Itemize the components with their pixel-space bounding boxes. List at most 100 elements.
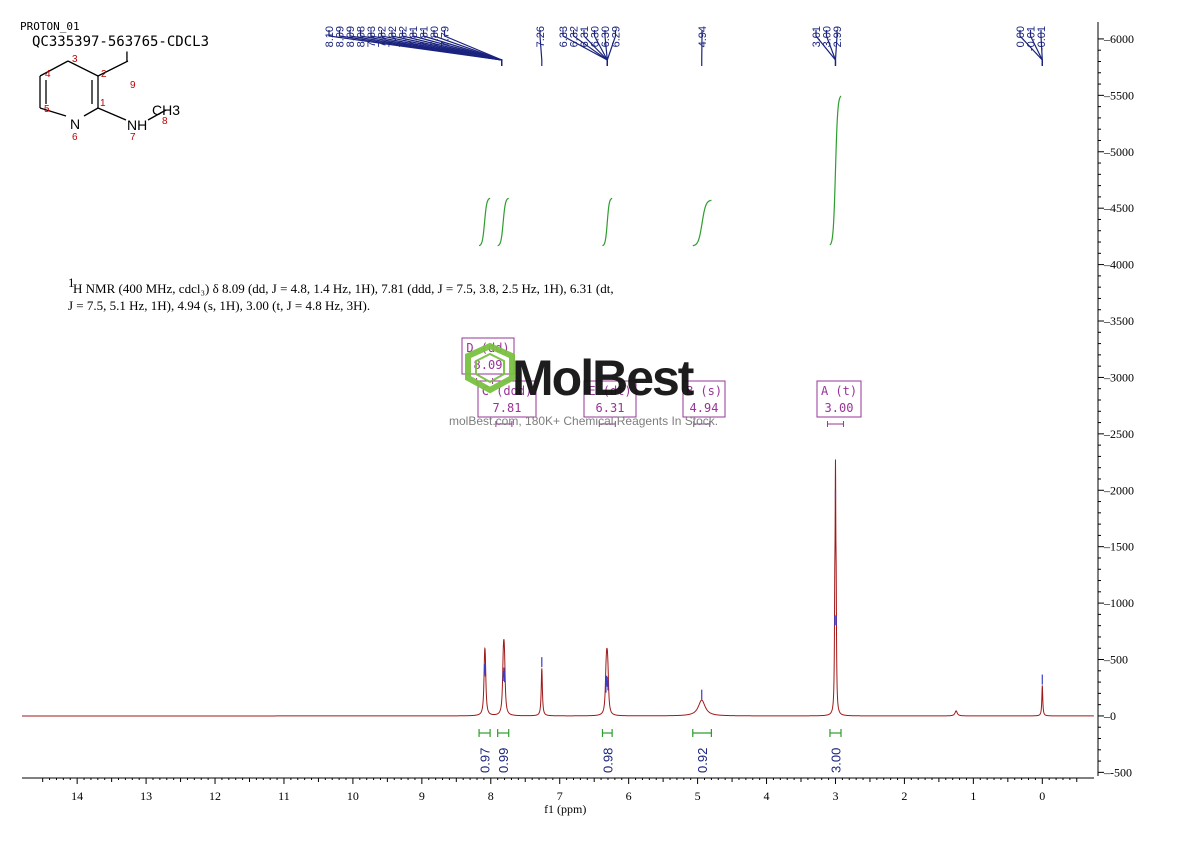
x-tick-label: 11 — [278, 789, 290, 803]
x-tick-label: 13 — [140, 789, 152, 803]
peak-label-leader — [606, 30, 617, 66]
watermark-logo-text: MolBest — [512, 350, 695, 406]
x-tick-label: 2 — [901, 789, 907, 803]
atom-number-1: 1 — [100, 98, 106, 109]
x-tick-label: 4 — [764, 789, 770, 803]
multiplet-shift: 3.00 — [825, 401, 854, 415]
watermark-tagline: molBest.com, 180K+ Chemical Reagents In … — [449, 414, 718, 428]
x-tick-label: 3 — [832, 789, 838, 803]
peak-label: 6.30 — [600, 26, 612, 47]
x-tick-label: 10 — [347, 789, 359, 803]
integral-value: 0.98 — [600, 748, 615, 773]
bond-nh-ch3 — [147, 109, 167, 121]
description-superscript: 1 — [68, 275, 75, 290]
integral-bracket-group: 0.92 — [692, 729, 712, 773]
integral-bracket-group: 0.97 — [478, 729, 493, 773]
peak-label-groups: 8.108.098.098.087.837.827.827.827.817.81… — [324, 26, 1048, 66]
multiplet-label: B (s) — [686, 384, 722, 398]
bond-c2-i — [97, 60, 129, 77]
bond-c4-c3 — [39, 60, 69, 77]
atom-number-8: 8 — [162, 116, 168, 127]
multiplet-box-frame — [816, 380, 862, 418]
description-line-1: H NMR (400 MHz, cdcl₃) δ 8.09 (dd, J = 4… — [73, 281, 614, 296]
integral-bracket-group: 3.00 — [828, 729, 843, 773]
peak-label-group: 6.336.326.316.306.306.29 — [558, 26, 623, 66]
peak-label-group: 0.00-0.01-0.01 — [1015, 26, 1048, 66]
x-tick-label: 0 — [1039, 789, 1045, 803]
peak-label-group: 4.94 — [697, 26, 709, 66]
multiplet-box: B (s) 4.94 — [682, 380, 726, 427]
hexagon-logo-icon — [465, 342, 515, 394]
peak-label-leader — [834, 30, 838, 66]
multiplet-shift: 4.94 — [690, 401, 719, 415]
atom-number-2: 2 — [101, 69, 107, 80]
watermark: MolBest molBest.com, 180K+ Chemical Reag… — [449, 342, 718, 428]
multiplet-shift: 6.31 — [596, 401, 625, 415]
molecule-structure: N NH CH3 I 1 2 3 4 5 6 7 8 9 — [39, 48, 180, 143]
atom-number-9: 9 — [130, 80, 136, 91]
y-tick-label: –3000 — [1103, 370, 1134, 384]
x-axis-label: f1 (ppm) — [544, 802, 586, 816]
multiplet-box-frame — [583, 380, 637, 418]
y-tick-label: –2500 — [1103, 427, 1134, 441]
axes: 14 13 12 11 10 9 8 7 6 5 4 3 2 1 0f1 (ppm)–-500–0–500–… — [22, 22, 1134, 816]
peak-label: 2.99 — [832, 26, 844, 47]
integral-curve — [692, 199, 712, 247]
integral-curves — [478, 95, 842, 247]
atom-number-4: 4 — [45, 69, 51, 80]
peak-markers — [483, 489, 1043, 700]
y-tick-label: –2000 — [1103, 483, 1134, 497]
integral-curve — [602, 197, 613, 247]
atom-number-3: 3 — [72, 54, 78, 65]
multiplet-box: A (t) 3.00 — [816, 380, 862, 427]
y-tick-label: –1500 — [1103, 540, 1134, 554]
sample-name: QC335397-563765-CDCL3 — [32, 34, 209, 50]
integral-brackets: 0.97 0.99 0.98 0.92 3.00 — [478, 729, 843, 773]
bond-n6-c5 — [39, 107, 67, 117]
integral-bracket-group: 0.98 — [600, 729, 615, 773]
y-tick-label: –4000 — [1103, 258, 1134, 272]
x-tick-label: 9 — [419, 789, 425, 803]
peak-label-leader — [443, 30, 503, 66]
integral-value: 0.92 — [695, 748, 710, 773]
multiplet-box-frame — [682, 380, 726, 418]
atom-number-6: 6 — [72, 132, 78, 143]
y-tick-label: –6000 — [1103, 32, 1134, 46]
multiplet-label: A (t) — [821, 384, 857, 398]
peak-label: 7.26 — [535, 26, 547, 47]
atom-number-5: 5 — [44, 104, 50, 115]
y-tick-label: –-500 — [1103, 765, 1132, 779]
atom-n: N — [70, 116, 80, 132]
x-tick-label: 14 — [71, 789, 83, 803]
y-tick-label: –500 — [1103, 653, 1128, 667]
multiplet-shift: 7.81 — [493, 401, 522, 415]
y-tick-label: –0 — [1103, 709, 1116, 723]
bond-c3-c2 — [67, 60, 99, 77]
y-tick-label: –5500 — [1103, 88, 1134, 102]
integral-value: 0.97 — [478, 748, 493, 773]
bond-c1-n6 — [83, 107, 99, 117]
y-tick-label: –3500 — [1103, 314, 1134, 328]
x-tick-label: 1 — [970, 789, 976, 803]
atom-nh: NH — [127, 117, 147, 133]
spectrum-line — [22, 459, 1094, 717]
x-tick-label: 7 — [557, 789, 563, 803]
y-tick-label: –1000 — [1103, 596, 1134, 610]
y-tick-label: –4500 — [1103, 201, 1134, 215]
x-tick-label: 6 — [626, 789, 632, 803]
experiment-name: PROTON_01 — [20, 20, 80, 33]
multiplet-shift: 8.09 — [474, 358, 503, 372]
atom-number-7: 7 — [130, 132, 136, 143]
multiplet-label: E (dt) — [588, 384, 631, 398]
peak-label-group: 7.26 — [535, 26, 547, 66]
peak-label: 3.00 — [822, 26, 834, 47]
x-tick-label: 8 — [488, 789, 494, 803]
peak-label-group: 8.108.098.098.087.837.827.827.827.817.81… — [324, 26, 503, 66]
peak-label-group: 3.013.002.99 — [811, 26, 844, 66]
peak-label: 4.94 — [697, 26, 709, 47]
integral-curve — [478, 197, 491, 247]
multiplet-boxes: D (dd)8.09C (ddd)7.81E (dt)6.31B (s)4.94… — [461, 337, 862, 427]
peak-label-leader — [539, 30, 543, 66]
x-tick-label: 5 — [695, 789, 701, 803]
